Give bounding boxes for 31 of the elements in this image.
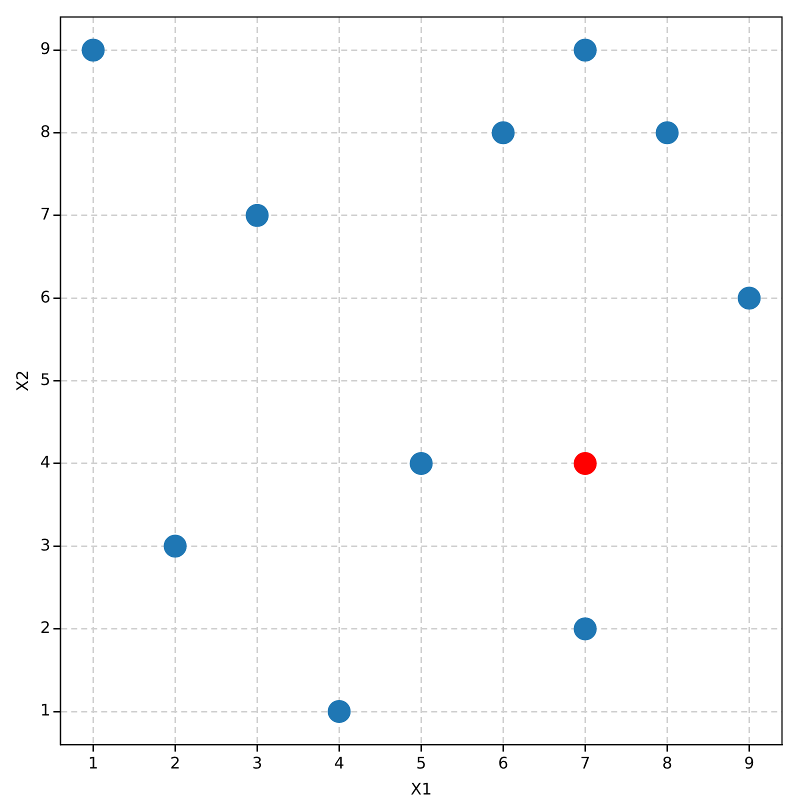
x-tick-label: 2 — [170, 753, 180, 772]
y-tick-label: 4 — [40, 452, 50, 472]
y-tick-label: 6 — [40, 287, 50, 306]
x-tick-label: 9 — [744, 753, 754, 772]
point — [410, 452, 433, 475]
x-tick-label: 5 — [416, 753, 426, 772]
point — [574, 617, 597, 640]
y-tick-label: 5 — [40, 370, 50, 389]
point — [164, 534, 187, 558]
x-tick-label: 8 — [662, 753, 672, 772]
y-tick-label: 7 — [40, 204, 50, 224]
x-tick-label: 3 — [252, 753, 262, 772]
point — [574, 38, 597, 62]
y-tick-label: 8 — [40, 122, 50, 141]
y-tick-label: 9 — [40, 39, 50, 58]
point — [328, 700, 351, 724]
y-tick-label: 2 — [40, 618, 50, 637]
y-axis-title: X2 — [12, 370, 32, 392]
point — [656, 121, 679, 144]
point — [82, 38, 105, 62]
x-axis-title: X1 — [410, 780, 432, 799]
y-tick-label: 3 — [40, 535, 50, 554]
point — [738, 286, 761, 310]
point — [246, 204, 269, 227]
x-tick-label: 4 — [334, 753, 344, 772]
y-tick-label: 1 — [40, 700, 50, 720]
point — [492, 121, 515, 144]
x-tick-label: 1 — [88, 753, 98, 772]
x-tick-label: 6 — [498, 753, 508, 772]
point — [574, 452, 597, 475]
x-tick-label: 7 — [580, 753, 590, 772]
